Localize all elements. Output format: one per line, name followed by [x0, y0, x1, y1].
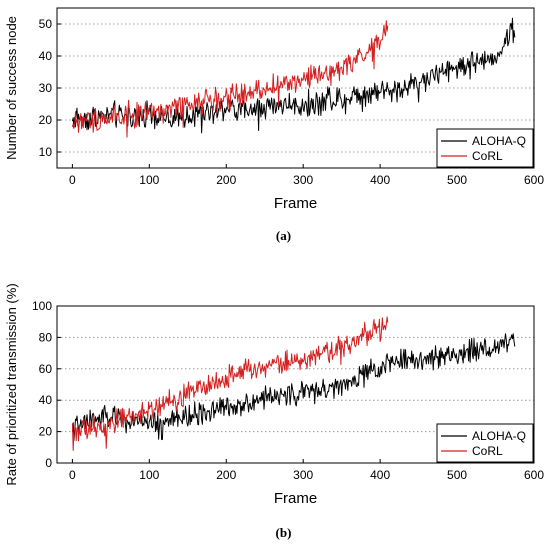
legend-box: [436, 128, 534, 168]
x-tick-label: 300: [293, 173, 313, 187]
x-tick-label: 600: [524, 173, 544, 187]
y-tick-label: 30: [39, 81, 53, 95]
y-tick-label: 80: [39, 330, 53, 344]
y-tick-label: 0: [45, 456, 52, 470]
x-tick-label: 500: [447, 468, 467, 482]
x-tick-label: 500: [447, 173, 467, 187]
y-tick-label: 20: [39, 113, 53, 127]
legend-entry: CoRL: [472, 149, 503, 163]
y-tick-label: 40: [39, 393, 53, 407]
y-axis-label: Number of success node: [4, 16, 19, 160]
chart-panel-b: 0 100 200 300 400 500 600 0 20 40 60 80 100 Frame Rate…: [4, 283, 544, 540]
y-tick-label: 40: [39, 49, 53, 63]
series-line-corl: [71, 316, 389, 451]
legend-entry: ALOHA-Q: [472, 134, 526, 148]
series-line-aloha-q: [71, 333, 516, 442]
x-tick-label: 0: [69, 468, 76, 482]
x-tick-label: 100: [139, 173, 159, 187]
y-tick-label: 60: [39, 362, 53, 376]
x-tick-label: 0: [69, 173, 76, 187]
x-tick-label: 300: [293, 468, 313, 482]
legend-entry: CoRL: [472, 444, 503, 458]
y-tick-label: 50: [39, 17, 53, 31]
panel-label: (b): [276, 525, 292, 540]
x-axis-label: Frame: [274, 195, 317, 212]
x-tick-label: 400: [370, 173, 390, 187]
x-tick-label: 200: [216, 173, 236, 187]
y-tick-label: 10: [39, 145, 53, 159]
x-axis-label: Frame: [274, 490, 317, 507]
x-tick-label: 200: [216, 468, 236, 482]
y-axis-label: Rate of prioritized transmission (%): [4, 283, 19, 485]
series-group: [71, 17, 516, 138]
y-tick-label: 20: [39, 425, 53, 439]
series-group: [71, 316, 516, 451]
x-tick-label: 400: [370, 468, 390, 482]
legend-entry: ALOHA-Q: [472, 429, 526, 443]
y-tick-label: 100: [32, 299, 52, 313]
plot-frame: [56, 305, 535, 464]
chart-panel-a: 0 100 200 300 400 500 600 10 20 30 40 50 Frame Number…: [4, 7, 544, 243]
series-line-corl: [71, 20, 389, 138]
legend-box: [436, 423, 534, 463]
x-tick-label: 600: [524, 468, 544, 482]
series-line-aloha-q: [71, 17, 516, 134]
panel-label: (a): [276, 228, 291, 243]
x-tick-label: 100: [139, 468, 159, 482]
